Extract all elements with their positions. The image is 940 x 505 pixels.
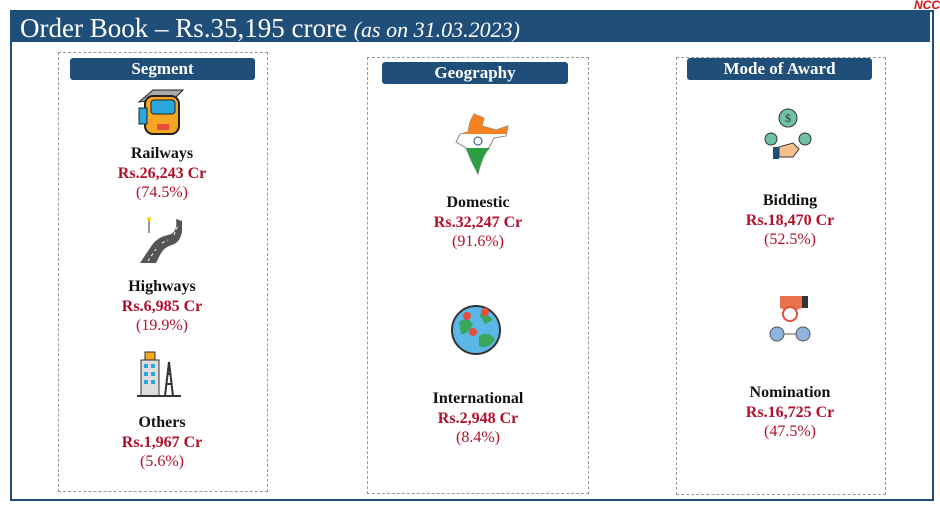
- item-percent: (52.5%): [764, 231, 816, 248]
- slide-frame: [10, 10, 934, 501]
- item-value: Rs.6,985 Cr: [121, 297, 203, 315]
- bidding-icon: $: [764, 108, 812, 159]
- item-value: Rs.32,247 Cr: [433, 213, 523, 231]
- geography-label: Geography: [382, 62, 568, 84]
- geography-panel: [367, 57, 589, 494]
- title-main: Order Book – Rs.35,195 crore: [20, 13, 347, 43]
- segment-item-railways: Railways Rs.26,243 Cr (74.5%): [62, 144, 262, 203]
- buildings-icon: [137, 351, 181, 397]
- mode-item-nomination: Nomination Rs.16,725 Cr (47.5%): [690, 383, 890, 442]
- item-name: Nomination: [749, 384, 831, 401]
- page-title: Order Book – Rs.35,195 crore (as on 31.0…: [20, 13, 520, 44]
- svg-text:$: $: [785, 111, 791, 125]
- item-percent: (91.6%): [452, 233, 504, 250]
- item-percent: (5.6%): [140, 453, 184, 470]
- globe-icon: [451, 305, 501, 355]
- geography-item-international: International Rs.2,948 Cr (8.4%): [378, 389, 578, 448]
- item-name: Bidding: [762, 192, 818, 209]
- segment-item-others: Others Rs.1,967 Cr (5.6%): [62, 413, 262, 472]
- segment-panel: [58, 52, 268, 492]
- road-icon: [140, 217, 182, 263]
- item-value: Rs.1,967 Cr: [121, 433, 203, 451]
- mode-of-award-panel: [676, 57, 886, 495]
- item-name: Domestic: [446, 194, 510, 211]
- item-name: International: [432, 390, 524, 407]
- train-icon: [137, 89, 185, 135]
- item-percent: (47.5%): [764, 423, 816, 440]
- item-name: Others: [138, 414, 186, 431]
- india-map-icon: [455, 113, 509, 176]
- nomination-icon: [769, 296, 811, 342]
- item-percent: (74.5%): [136, 184, 188, 201]
- segment-item-highways: Highways Rs.6,985 Cr (19.9%): [62, 277, 262, 336]
- item-name: Railways: [130, 145, 194, 162]
- item-value: Rs.26,243 Cr: [117, 164, 207, 182]
- item-value: Rs.16,725 Cr: [745, 403, 835, 421]
- segment-label: Segment: [70, 58, 255, 80]
- item-value: Rs.18,470 Cr: [745, 211, 835, 229]
- geography-item-domestic: Domestic Rs.32,247 Cr (91.6%): [378, 193, 578, 252]
- item-percent: (19.9%): [136, 317, 188, 334]
- title-date: (as on 31.03.2023): [353, 17, 520, 42]
- mode-of-award-label: Mode of Award: [687, 58, 872, 80]
- item-value: Rs.2,948 Cr: [437, 409, 519, 427]
- title-bar: Order Book – Rs.35,195 crore (as on 31.0…: [12, 12, 930, 44]
- item-percent: (8.4%): [456, 429, 500, 446]
- item-name: Highways: [128, 278, 196, 295]
- mode-item-bidding: Bidding Rs.18,470 Cr (52.5%): [690, 191, 890, 250]
- company-logo: NCC: [914, 0, 940, 12]
